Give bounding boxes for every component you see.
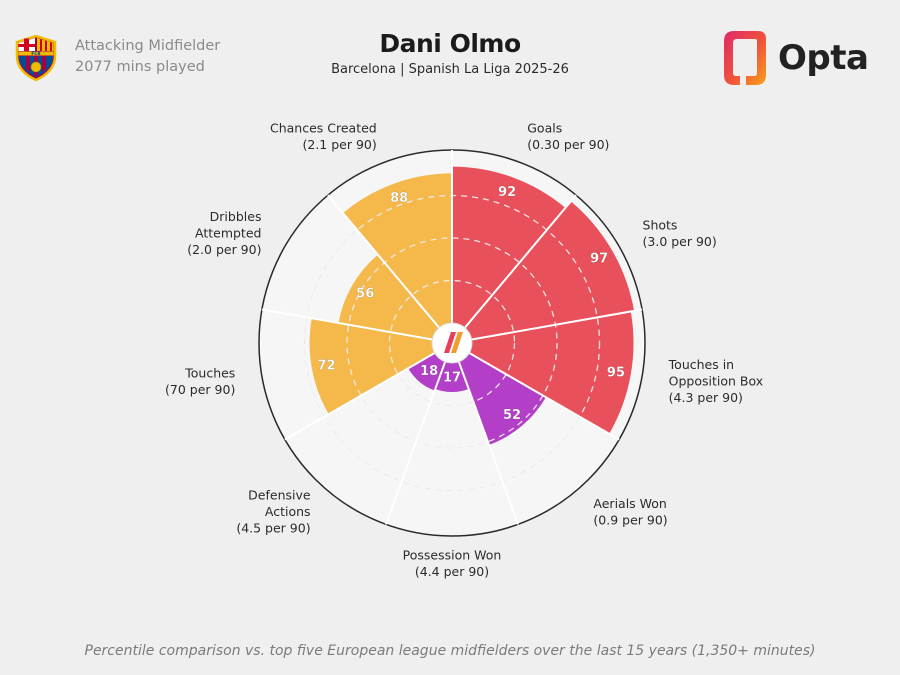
footnote: Percentile comparison vs. top five Europ… xyxy=(84,643,816,659)
metric-name: Aerials Won xyxy=(593,496,666,511)
metric-name: Defensive xyxy=(248,488,311,503)
metric-per90: (70 per 90) xyxy=(165,382,235,397)
chart-header: Dani Olmo Barcelona | Spanish La Liga 20… xyxy=(0,28,900,79)
club-crest-icon: FCB xyxy=(15,34,57,82)
bar-wedge-1 xyxy=(464,201,635,340)
metric-per90: (2.0 per 90) xyxy=(187,242,261,257)
metric-name: Actions xyxy=(265,504,311,519)
spoke-4 xyxy=(457,361,519,525)
metric-name: Opposition Box xyxy=(669,374,764,389)
metric-label-5: Defensive Actions (4.5 per 90) xyxy=(236,488,311,536)
metric-per90: (0.30 per 90) xyxy=(527,137,609,152)
spoke-2 xyxy=(471,308,643,341)
bar-wedge-5 xyxy=(408,353,446,391)
spoke-6 xyxy=(284,352,436,441)
minutes-played: 2077 mins played xyxy=(75,59,205,75)
team-competition: Barcelona | Spanish La Liga 2025-26 xyxy=(331,62,569,77)
player-info: Attacking Midfielder 2077 mins played xyxy=(75,36,220,78)
metric-per90: (0.9 per 90) xyxy=(593,512,667,527)
metric-label-2: Touches in Opposition Box (4.3 per 90) xyxy=(668,357,764,405)
metric-name: Goals xyxy=(527,121,562,136)
value-label-1: 97 xyxy=(590,252,608,267)
metric-name: Attempted xyxy=(195,226,261,241)
value-label-3: 52 xyxy=(503,408,521,423)
bar-wedge-3 xyxy=(458,353,546,445)
value-label-0: 92 xyxy=(498,185,516,200)
metric-name: Touches in xyxy=(668,357,734,372)
grid-ring-shadow-50 xyxy=(346,237,558,449)
crest-letters: FCB xyxy=(31,51,40,56)
bar-wedge-7 xyxy=(338,254,440,340)
metric-per90: (3.0 per 90) xyxy=(643,234,717,249)
metric-per90: (4.3 per 90) xyxy=(669,390,743,405)
metric-label-4: Possession Won (4.4 per 90) xyxy=(403,547,502,579)
metric-per90: (4.4 per 90) xyxy=(415,564,489,579)
value-label-6: 72 xyxy=(317,359,335,374)
bar-wedge-8 xyxy=(342,173,452,328)
value-label-5: 18 xyxy=(420,364,438,379)
spoke-7 xyxy=(261,308,433,341)
bar-wedge-4 xyxy=(435,361,469,392)
value-label-4: 17 xyxy=(443,370,461,385)
bar-wedge-6 xyxy=(309,318,435,415)
metric-label-8: Chances Created (2.1 per 90) xyxy=(270,121,377,153)
player-name: Dani Olmo xyxy=(379,29,521,58)
spoke-3 xyxy=(468,352,620,441)
value-label-2: 95 xyxy=(607,365,625,380)
opta-wordmark: Opta xyxy=(778,38,869,78)
spoke-1 xyxy=(464,194,577,329)
metric-label-6: Touches (70 per 90) xyxy=(165,365,235,397)
opta-logo: Opta xyxy=(720,28,869,88)
value-label-7: 56 xyxy=(356,286,374,301)
metric-label-0: Goals (0.30 per 90) xyxy=(527,121,609,153)
player-role: Attacking Midfielder xyxy=(75,38,221,54)
metric-per90: (4.5 per 90) xyxy=(236,521,310,536)
bar-wedge-2 xyxy=(469,311,634,434)
metric-name: Dribbles xyxy=(210,209,262,224)
metric-label-3: Aerials Won (0.9 per 90) xyxy=(593,496,667,528)
grid-ring-shadow-25 xyxy=(389,280,515,406)
center-logo-icon xyxy=(444,332,463,353)
spoke-8 xyxy=(327,194,440,329)
metric-label-1: Shots (3.0 per 90) xyxy=(643,217,717,249)
metric-per90: (2.1 per 90) xyxy=(303,137,377,152)
opta-mark-icon xyxy=(724,31,766,85)
metric-label-7: Dribbles Attempted (2.0 per 90) xyxy=(187,209,261,257)
value-label-8: 88 xyxy=(390,191,408,206)
metric-name: Chances Created xyxy=(270,121,377,136)
metric-name: Possession Won xyxy=(403,547,502,562)
metric-name: Shots xyxy=(643,217,678,232)
metric-name: Touches xyxy=(184,365,235,380)
spoke-5 xyxy=(385,361,447,525)
